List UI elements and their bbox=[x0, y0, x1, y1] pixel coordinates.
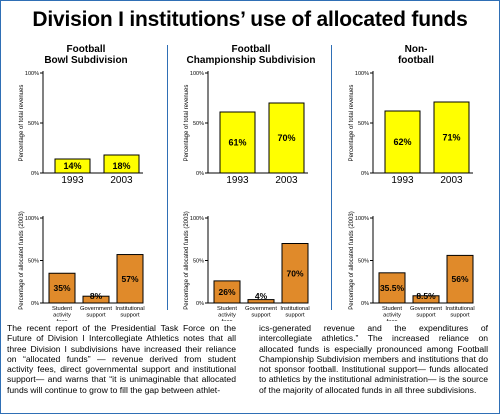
y-tick-label: 50% bbox=[28, 121, 39, 127]
bar bbox=[384, 110, 421, 174]
category-label: support bbox=[450, 313, 470, 319]
bar bbox=[446, 254, 474, 304]
data-label: 18% bbox=[112, 161, 130, 171]
bar bbox=[378, 272, 406, 304]
data-label: 14% bbox=[63, 161, 81, 171]
category-label: support bbox=[251, 313, 271, 319]
bar bbox=[281, 243, 309, 304]
category-label: Government bbox=[80, 306, 112, 312]
figure-title: Division I institutions’ use of allocate… bbox=[32, 8, 468, 31]
bar bbox=[268, 102, 305, 174]
y-tick-label: 0% bbox=[31, 171, 39, 177]
y-axis-label: Percentage of allocated funds (2003) bbox=[19, 211, 25, 309]
category-label: Institutional bbox=[445, 306, 474, 312]
data-label: 57% bbox=[121, 274, 138, 284]
category-label: support bbox=[285, 313, 305, 319]
charts-canvas: 0% 50% 100% Percentage of total revenues 14%… bbox=[19, 71, 475, 321]
category-label: Institutional bbox=[115, 306, 144, 312]
category-label: 2003 bbox=[275, 175, 298, 186]
column-divider bbox=[167, 45, 168, 310]
y-tick-label: 0% bbox=[196, 301, 204, 307]
y-tick-label: 0% bbox=[31, 301, 39, 307]
column-divider bbox=[331, 45, 332, 310]
category-label: activity bbox=[218, 313, 236, 319]
y-tick-label: 100% bbox=[25, 216, 39, 222]
y-tick-label: 50% bbox=[358, 259, 369, 265]
y-tick-label: 0% bbox=[196, 171, 204, 177]
data-label: 26% bbox=[218, 287, 235, 297]
y-axis-label: Percentage of allocated funds (2003) bbox=[349, 211, 355, 309]
data-label: 71% bbox=[442, 133, 460, 143]
data-label: 35.5% bbox=[380, 283, 405, 293]
y-tick-label: 50% bbox=[193, 259, 204, 265]
bar bbox=[219, 111, 256, 174]
bar bbox=[48, 272, 76, 304]
y-tick-label: 50% bbox=[193, 121, 204, 127]
category-label: 2003 bbox=[110, 175, 133, 186]
category-label: 1993 bbox=[61, 175, 84, 186]
category-label: Student bbox=[52, 306, 72, 312]
y-axis-label: Percentage of total revenues bbox=[349, 85, 355, 162]
y-tick-label: 50% bbox=[358, 121, 369, 127]
category-label: 2003 bbox=[440, 175, 463, 186]
category-label: support bbox=[416, 313, 436, 319]
category-label: activity bbox=[383, 313, 401, 319]
category-label: 1993 bbox=[226, 175, 249, 186]
category-label: Student bbox=[382, 306, 402, 312]
data-label: 61% bbox=[228, 138, 246, 148]
y-tick-label: 100% bbox=[25, 71, 39, 77]
category-label: Student bbox=[217, 306, 237, 312]
bar bbox=[247, 299, 275, 304]
category-label: Institutional bbox=[280, 306, 309, 312]
column-heading-fcs: Football Championship Subdivision bbox=[186, 44, 316, 66]
data-label: 35% bbox=[53, 283, 70, 293]
footnote-left: The recent report of the Presidential Ta… bbox=[7, 323, 236, 395]
bar bbox=[103, 154, 140, 174]
data-label: 8% bbox=[90, 291, 103, 301]
y-tick-label: 100% bbox=[355, 71, 369, 77]
category-label: fees bbox=[222, 319, 233, 321]
column-heading-fbs: Football Bowl Subdivision bbox=[44, 44, 128, 66]
y-tick-label: 0% bbox=[361, 171, 369, 177]
data-label: 4% bbox=[255, 291, 268, 301]
y-tick-label: 100% bbox=[355, 216, 369, 222]
y-tick-label: 0% bbox=[361, 301, 369, 307]
bar bbox=[213, 280, 241, 304]
category-label: 1993 bbox=[391, 175, 414, 186]
y-axis-label: Percentage of allocated funds (2003) bbox=[184, 211, 190, 309]
column-heading-nonfootball: Non- football bbox=[397, 44, 435, 66]
category-label: fees bbox=[387, 319, 398, 321]
category-label: Government bbox=[410, 306, 442, 312]
data-label: 8.5% bbox=[416, 291, 436, 301]
footnote-right: ics-generated revenue and the expenditur… bbox=[259, 323, 488, 395]
data-label: 70% bbox=[277, 133, 295, 143]
bar bbox=[82, 295, 110, 304]
y-axis-label: Percentage of total revenues bbox=[184, 85, 190, 162]
data-label: 62% bbox=[393, 137, 411, 147]
bar bbox=[54, 158, 91, 174]
bar bbox=[412, 295, 440, 304]
category-label: support bbox=[120, 313, 140, 319]
category-label: support bbox=[86, 313, 106, 319]
y-tick-label: 50% bbox=[28, 259, 39, 265]
y-tick-label: 100% bbox=[190, 216, 204, 222]
bar bbox=[433, 101, 470, 174]
data-label: 70% bbox=[286, 268, 303, 278]
category-label: Government bbox=[245, 306, 277, 312]
category-label: fees bbox=[57, 319, 68, 321]
bar bbox=[116, 254, 144, 304]
y-tick-label: 100% bbox=[190, 71, 204, 77]
data-label: 56% bbox=[451, 274, 468, 284]
y-axis-label: Percentage of total revenues bbox=[19, 85, 25, 162]
category-label: activity bbox=[53, 313, 71, 319]
